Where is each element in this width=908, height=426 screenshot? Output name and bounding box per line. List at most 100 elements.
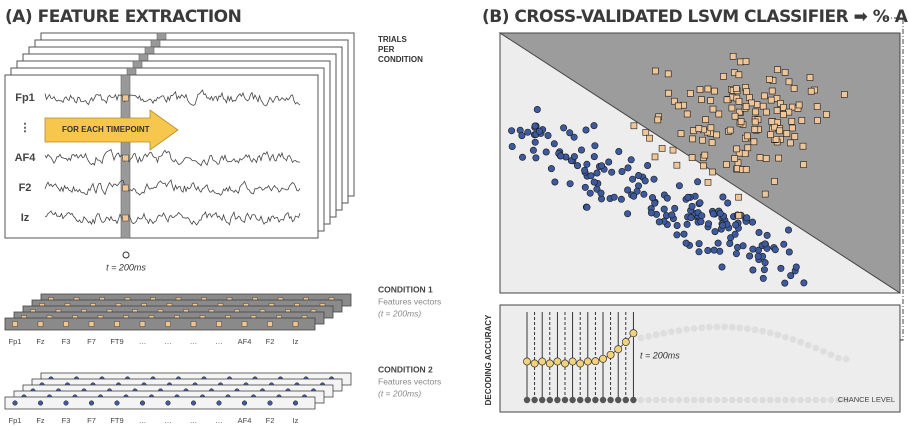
class-1-sample (661, 206, 667, 212)
future-accuracy-dot (706, 324, 713, 331)
feature-marker (64, 322, 69, 327)
class-1-sample (749, 219, 755, 225)
class-2-sample (652, 154, 658, 160)
class-2-sample (684, 111, 690, 117)
electrode-label: AF4 (238, 337, 252, 346)
class-1-sample (725, 200, 731, 206)
future-accuracy-dot (812, 345, 819, 352)
class-2-sample (729, 105, 735, 111)
class-1-sample (672, 205, 678, 211)
class-1-sample (683, 240, 689, 246)
class-2-sample (768, 97, 774, 103)
electrode-label: … (215, 416, 223, 425)
future-accuracy-dot (691, 325, 698, 332)
class-1-sample (764, 232, 770, 238)
class-1-sample (592, 143, 598, 149)
class-1-sample (705, 247, 711, 253)
future-accuracy-dot (683, 326, 690, 333)
class-1-sample (629, 176, 635, 182)
class-1-sample (624, 211, 630, 217)
future-accuracy-dot (653, 331, 660, 338)
class-1-sample (760, 275, 766, 281)
class-2-sample (708, 98, 714, 104)
class-1-sample (746, 253, 752, 259)
class-1-sample (717, 248, 723, 254)
class-1-sample (616, 148, 622, 154)
feature-marker (140, 322, 145, 327)
class-2-sample (769, 88, 775, 94)
electrode-label: … (190, 416, 198, 425)
accuracy-dot (531, 360, 538, 367)
chance-dot (661, 397, 667, 403)
class-2-sample (774, 108, 780, 114)
class-2-sample (732, 113, 738, 119)
class-2-sample (782, 69, 788, 75)
feature-marker (89, 322, 94, 327)
class-1-sample (788, 272, 794, 278)
chance-dot (706, 397, 712, 403)
class-1-sample (681, 231, 687, 237)
electrode-label: Fz (36, 416, 45, 425)
class-2-sample (736, 194, 742, 200)
chance-dot (638, 397, 644, 403)
class-2-sample (665, 71, 671, 77)
chance-dot (554, 397, 560, 403)
class-1-sample (712, 228, 718, 234)
condition-subtitle: Features vectors (378, 376, 441, 386)
chance-dot (813, 397, 819, 403)
class-1-sample (548, 165, 554, 171)
chance-dot (805, 397, 811, 403)
class-2-sample (787, 140, 793, 146)
class-1-sample (750, 267, 756, 273)
condition-timepoint: (t = 200ms) (378, 308, 421, 318)
class-1-sample (525, 129, 531, 135)
class-1-sample (598, 163, 604, 169)
class-2-sample (655, 117, 661, 123)
feature-marker (191, 322, 196, 327)
future-accuracy-dot (828, 351, 835, 358)
class-2-sample (723, 162, 729, 168)
class-2-sample (762, 191, 768, 197)
class-2-sample (749, 100, 755, 106)
class-1-sample (696, 249, 702, 255)
class-1-sample (694, 179, 700, 185)
class-2-sample (700, 137, 706, 143)
class-2-sample (823, 111, 829, 117)
chance-dot (562, 397, 568, 403)
accuracy-dot (539, 358, 546, 365)
class-1-sample (591, 122, 597, 128)
class-2-sample (678, 131, 684, 137)
feature-marker (242, 401, 247, 406)
chance-dot (668, 397, 674, 403)
class-2-sample (744, 133, 750, 139)
class-2-sample (808, 88, 814, 94)
class-2-sample (647, 135, 653, 141)
class-1-sample (519, 132, 525, 138)
class-1-sample (591, 153, 597, 159)
class-1-sample (508, 128, 514, 134)
class-1-sample (762, 259, 768, 265)
electrode-label: F7 (87, 337, 96, 346)
electrode-label: Fz (36, 337, 45, 346)
chance-dot (615, 397, 621, 403)
class-2-sample (752, 119, 758, 125)
channel-label: Iz (21, 212, 30, 224)
chance-dot (585, 397, 591, 403)
chance-dot (569, 397, 575, 403)
class-1-sample (534, 106, 540, 112)
future-accuracy-dot (759, 328, 766, 335)
class-2-sample (760, 103, 766, 109)
class-2-sample (768, 132, 774, 138)
chance-dot (547, 397, 553, 403)
electrode-label: FT9 (110, 337, 123, 346)
class-2-sample (736, 98, 742, 104)
class-1-sample (732, 231, 738, 237)
class-1-sample (625, 165, 631, 171)
class-1-sample (567, 130, 573, 136)
class-2-sample (766, 76, 772, 82)
class-2-sample (670, 147, 676, 153)
class-2-sample (789, 118, 795, 124)
class-2-sample (690, 136, 696, 142)
class-2-sample (743, 104, 749, 110)
class-2-sample (687, 90, 693, 96)
